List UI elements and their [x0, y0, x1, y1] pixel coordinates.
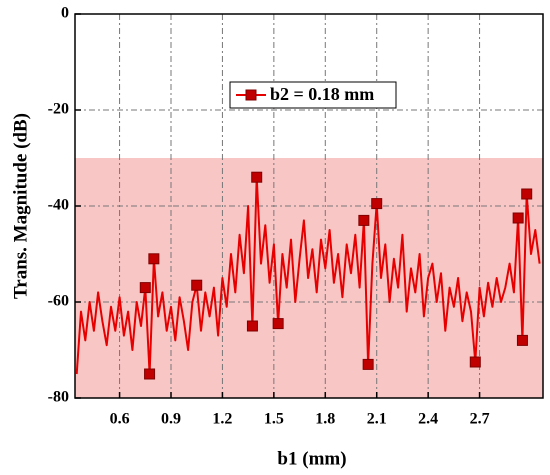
data-marker: [144, 368, 156, 380]
x-tick-label: 1.5: [264, 411, 284, 428]
data-marker: [516, 334, 528, 346]
y-tick-label: -20: [48, 101, 69, 118]
legend-label: b2 = 0.18 mm: [270, 84, 374, 104]
data-marker: [246, 320, 258, 332]
x-axis-label: b1 (mm): [277, 448, 346, 469]
data-marker: [139, 282, 151, 294]
data-marker: [272, 318, 284, 330]
data-marker: [191, 279, 203, 291]
x-tick-label: 1.2: [212, 411, 232, 428]
data-marker: [358, 214, 370, 226]
x-tick-label: 0.6: [110, 411, 130, 428]
y-axis-label: Trans. Magnitude (dB): [10, 113, 31, 299]
data-marker: [512, 212, 524, 224]
x-tick-label: 2.7: [470, 411, 490, 428]
y-tick-label: -60: [48, 293, 69, 310]
x-tick-label: 2.4: [418, 411, 438, 428]
x-tick-label: 2.1: [367, 411, 387, 428]
y-tick-label: -40: [48, 197, 69, 214]
x-tick-label: 1.8: [315, 411, 335, 428]
legend-marker: [245, 89, 257, 101]
plot-frame: [74, 13, 544, 399]
data-marker: [521, 188, 533, 200]
data-marker: [362, 358, 374, 370]
data-marker: [469, 356, 481, 368]
y-tick-label: -80: [48, 389, 69, 406]
data-marker: [148, 253, 160, 265]
x-tick-label: 0.9: [161, 411, 181, 428]
data-marker: [251, 171, 263, 183]
data-marker: [371, 198, 383, 210]
y-tick-label: 0: [61, 5, 69, 22]
